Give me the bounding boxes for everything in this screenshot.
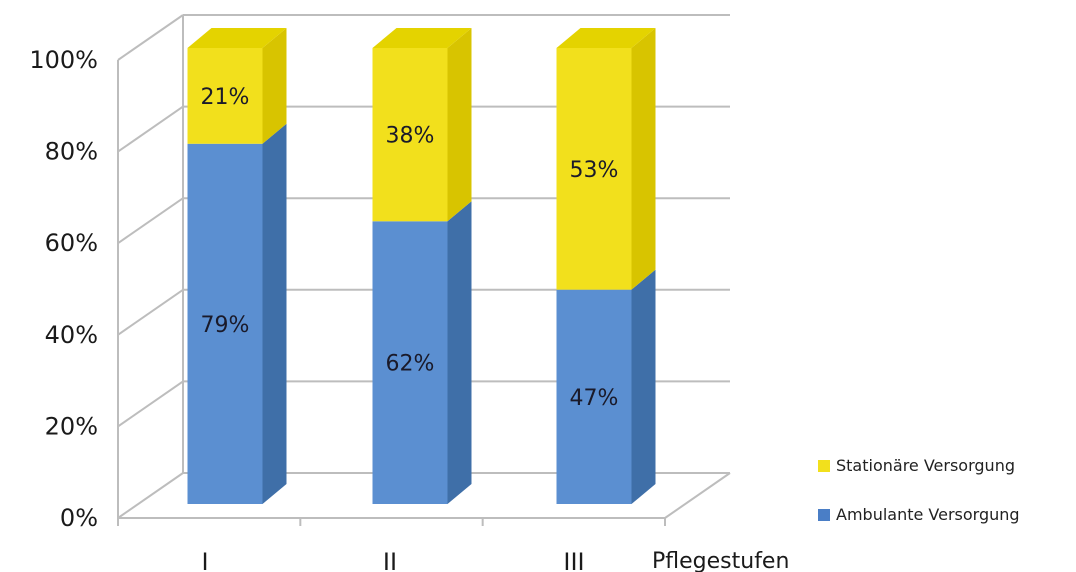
bar-III-stationäre-side [631, 28, 656, 290]
y-tick-label-5: 100% [29, 46, 98, 74]
data-label-III-1: 53% [570, 158, 619, 183]
data-label-III-0: 47% [570, 386, 619, 411]
y-tick-label-3: 60% [45, 229, 98, 257]
gridline-side-5 [117, 14, 184, 61]
bar-II-ambulante-side [447, 201, 472, 504]
y-tick-label-4: 80% [45, 138, 98, 166]
x-axis-label: Pflegestufen [652, 549, 789, 572]
data-label-I-0: 79% [201, 313, 250, 338]
bar-II-stationäre-front [372, 48, 448, 222]
bar-I-stationäre-side [262, 28, 287, 144]
bar-III-stationäre-top [556, 28, 656, 48]
floor-right-edge [664, 472, 731, 519]
bar-III-stationäre-front [556, 48, 632, 290]
gridline-side-2 [117, 288, 184, 336]
bar-III-ambulante-front [556, 289, 632, 504]
bar-I-ambulante-front [187, 143, 263, 504]
x-tick-label-0: I [201, 548, 208, 572]
bar-I-stationäre-top [187, 28, 287, 48]
bar-I-stationäre-front [187, 48, 263, 144]
x-tick-label-2: III [563, 548, 584, 572]
data-label-II-1: 38% [386, 124, 435, 149]
gridline-side-4 [117, 105, 184, 153]
data-label-II-0: 62% [386, 352, 435, 377]
bar-II-stationäre-side [447, 28, 472, 222]
bar-II-stationäre-top [372, 28, 472, 48]
y-tick-label-2: 40% [45, 321, 98, 349]
legend-item-stationaer: Stationäre Versorgung [818, 456, 1015, 475]
y-tick-label-1: 20% [45, 412, 98, 440]
bar-III-ambulante-side [631, 269, 656, 504]
legend-label-ambulant: Ambulante Versorgung [836, 505, 1020, 524]
legend-swatch-ambulant [818, 509, 830, 521]
x-tick-label-1: II [383, 548, 397, 572]
data-label-I-1: 21% [201, 85, 250, 110]
legend-swatch-stationaer [818, 460, 830, 472]
gridline-side-1 [117, 380, 184, 428]
bar-I-ambulante-side [262, 123, 287, 504]
y-tick-label-0: 0% [60, 504, 98, 532]
gridline-side-0 [117, 472, 184, 519]
bar-II-ambulante-front [372, 221, 448, 504]
gridline-side-3 [117, 197, 184, 245]
legend-label-stationaer: Stationäre Versorgung [836, 456, 1015, 475]
legend-item-ambulant: Ambulante Versorgung [818, 505, 1020, 524]
